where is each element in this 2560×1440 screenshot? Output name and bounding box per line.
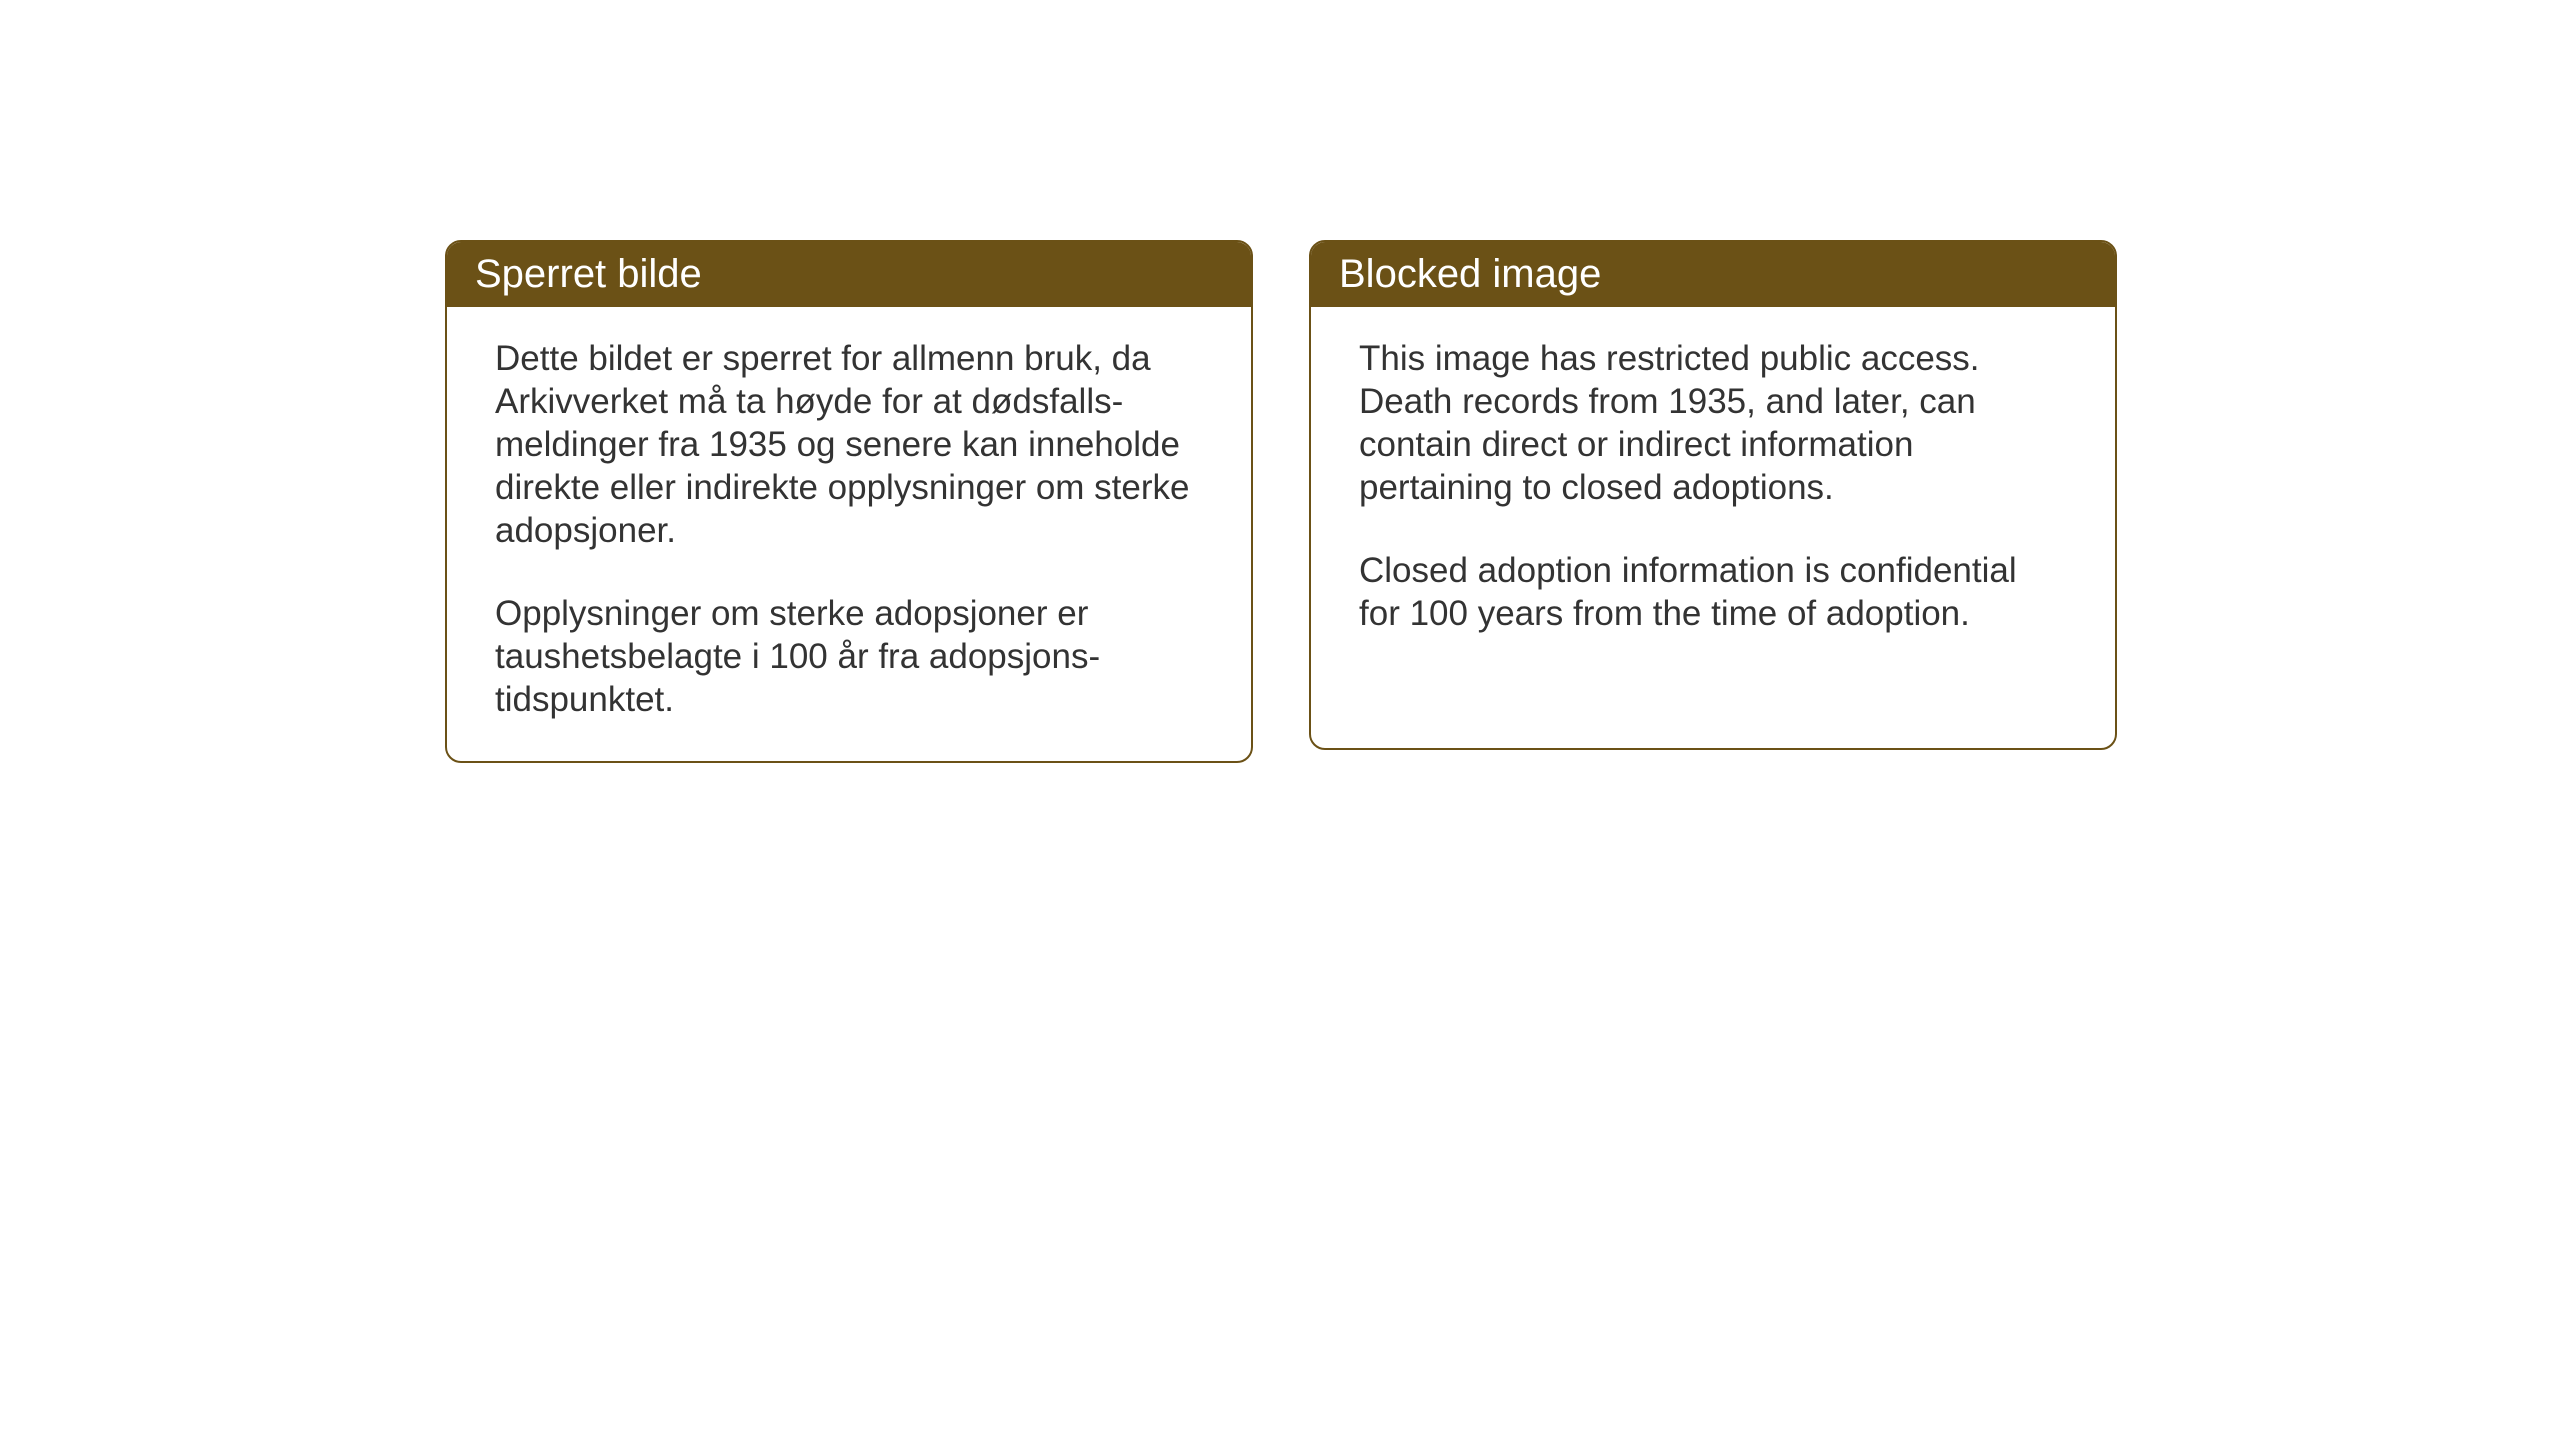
card-body-norwegian: Dette bildet er sperret for allmenn bruk… xyxy=(447,307,1251,761)
card-header-norwegian: Sperret bilde xyxy=(447,242,1251,307)
card-paragraph-1-english: This image has restricted public access.… xyxy=(1359,337,2067,509)
card-body-english: This image has restricted public access.… xyxy=(1311,307,2115,675)
notice-cards-container: Sperret bilde Dette bildet er sperret fo… xyxy=(445,240,2117,763)
card-header-english: Blocked image xyxy=(1311,242,2115,307)
notice-card-english: Blocked image This image has restricted … xyxy=(1309,240,2117,750)
card-paragraph-2-english: Closed adoption information is confident… xyxy=(1359,549,2067,635)
card-title-norwegian: Sperret bilde xyxy=(475,252,702,296)
card-paragraph-2-norwegian: Opplysninger om sterke adopsjoner er tau… xyxy=(495,592,1203,721)
card-paragraph-1-norwegian: Dette bildet er sperret for allmenn bruk… xyxy=(495,337,1203,552)
card-title-english: Blocked image xyxy=(1339,252,1601,296)
notice-card-norwegian: Sperret bilde Dette bildet er sperret fo… xyxy=(445,240,1253,763)
